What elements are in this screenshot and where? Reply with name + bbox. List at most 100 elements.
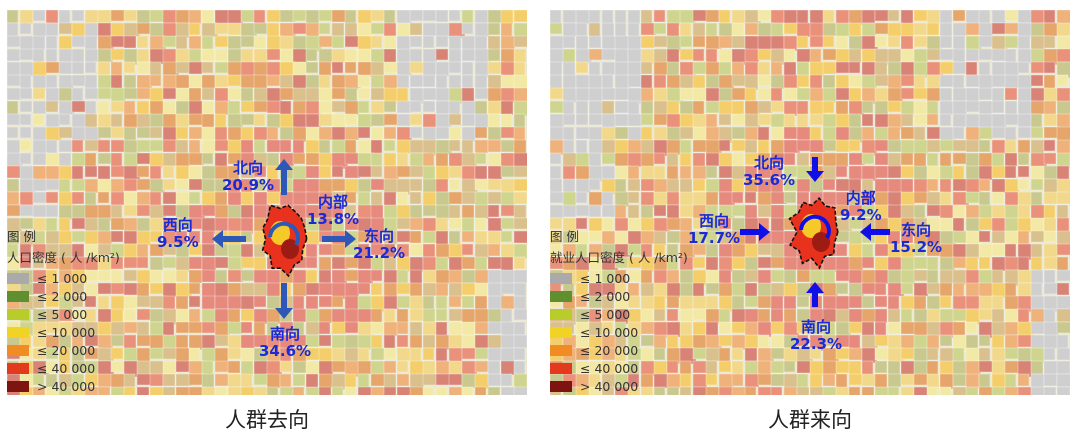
- map-cell: [227, 35, 242, 50]
- map-cell: [279, 360, 293, 373]
- map-cell: [357, 282, 371, 295]
- map-cell: [110, 347, 124, 360]
- map-cell: [7, 10, 19, 24]
- map-cell: [588, 22, 601, 38]
- map-cell: [45, 48, 58, 63]
- map-cell: [253, 35, 267, 50]
- map-cell: [692, 217, 705, 230]
- map-cell: [214, 61, 230, 74]
- map-cell: [757, 126, 770, 142]
- map-cell: [575, 191, 588, 204]
- map-cell: [718, 87, 734, 102]
- map-cell: [705, 165, 718, 179]
- map-cell: [19, 100, 33, 113]
- map-cell: [435, 165, 450, 181]
- map-cell: [240, 243, 254, 259]
- map-cell: [71, 295, 84, 308]
- map-cell: [19, 48, 35, 61]
- map-cell: [601, 308, 615, 322]
- map-cell: [409, 100, 422, 113]
- map-cell: [344, 100, 360, 116]
- map-cell: [1043, 347, 1056, 361]
- map-cell: [1056, 48, 1070, 63]
- map-cell: [422, 321, 437, 336]
- map-cell: [71, 282, 85, 296]
- map-cell: [318, 61, 332, 77]
- map-cell: [409, 22, 423, 36]
- direction-label-east: 东向 21.2%: [353, 228, 405, 262]
- legend-label: ≤ 2 000: [37, 288, 88, 304]
- map-cell: [939, 295, 952, 309]
- map-cell: [900, 22, 915, 37]
- map-cell: [513, 308, 527, 321]
- map-cell: [1004, 10, 1020, 22]
- map-cell: [331, 61, 344, 74]
- map-cell: [796, 386, 810, 395]
- map-cell: [822, 61, 837, 75]
- map-cell: [383, 35, 397, 50]
- map-cell: [575, 10, 591, 25]
- map-cell: [692, 373, 708, 388]
- map-cell: [19, 87, 33, 100]
- map-cell: [1004, 152, 1018, 167]
- map-cell: [601, 61, 616, 76]
- map-cell: [123, 10, 138, 22]
- map-cell: [19, 10, 34, 25]
- map-cell: [136, 61, 152, 75]
- map-cell: [952, 48, 966, 63]
- map-cell: [1056, 373, 1070, 388]
- map-cell: [435, 386, 448, 395]
- map-cell: [162, 126, 178, 141]
- legend-label: > 40 000: [37, 378, 96, 394]
- map-cell: [292, 373, 306, 387]
- map-cell: [887, 321, 902, 335]
- map-cell: [952, 178, 968, 192]
- map-cell: [448, 139, 461, 152]
- map-cell: [575, 113, 589, 126]
- arrow-east-icon: [860, 223, 890, 241]
- inner-circulation-arrow: [799, 214, 831, 240]
- map-cell: [601, 165, 616, 180]
- map-cell: [513, 74, 527, 90]
- map-cell: [370, 139, 383, 155]
- map-cell: [939, 35, 953, 49]
- map-cell: [796, 74, 810, 88]
- map-cell: [939, 139, 955, 152]
- map-cell: [383, 139, 396, 152]
- map-cell: [939, 269, 954, 285]
- map-cell: [149, 256, 164, 272]
- map-cell: [162, 269, 178, 285]
- map-cell: [253, 10, 266, 24]
- map-cell: [848, 334, 861, 350]
- map-cell: [991, 230, 1006, 244]
- map-cell: [1056, 360, 1070, 375]
- map-cell: [913, 243, 926, 257]
- map-cell: [240, 269, 256, 282]
- map-cell: [396, 308, 409, 324]
- map-cell: [653, 74, 667, 89]
- map-cell: [900, 347, 916, 360]
- map-cell: [848, 347, 863, 361]
- map-cell: [84, 48, 99, 63]
- map-cell: [1056, 126, 1070, 142]
- map-cell: [731, 61, 745, 77]
- map-cell: [835, 243, 848, 257]
- map-cell: [7, 126, 19, 139]
- map-cell: [110, 61, 123, 77]
- map-cell: [383, 386, 397, 395]
- map-cell: [575, 204, 591, 217]
- map-cell: [188, 61, 203, 75]
- map-cell: [666, 152, 679, 168]
- map-cell: [1056, 282, 1070, 296]
- map-cell: [461, 295, 475, 309]
- map-cell: [175, 178, 190, 191]
- map-cell: [110, 256, 124, 270]
- legend-label: ≤ 20 000: [580, 342, 639, 358]
- legend-swatch: [7, 290, 29, 302]
- map-cell: [513, 35, 527, 48]
- map-cell: [991, 191, 1005, 205]
- map-cell: [19, 74, 32, 90]
- map-cell: [253, 126, 269, 141]
- map-cell: [861, 295, 875, 309]
- caption-inflow: 人群来向: [768, 408, 852, 432]
